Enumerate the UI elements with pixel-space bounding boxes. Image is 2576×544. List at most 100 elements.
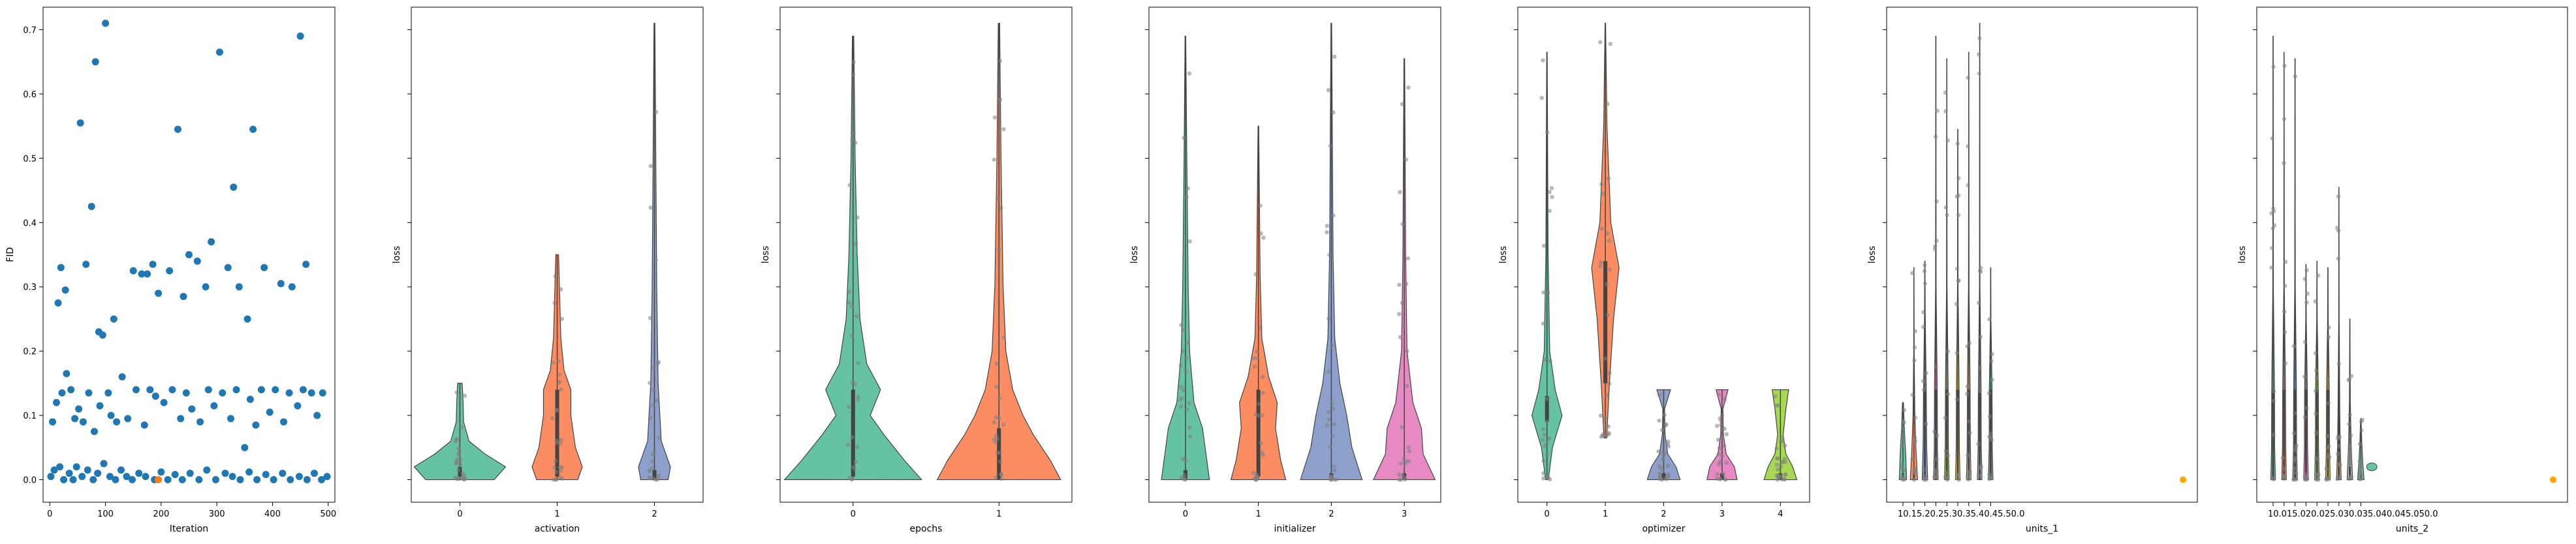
strip-point-3-5 (1719, 423, 1723, 427)
strip-point-3-25 (1720, 454, 1724, 458)
strip-point-6-2 (2335, 225, 2340, 231)
strip-point-0-18 (851, 72, 856, 77)
scatter-point-s0-74 (299, 386, 307, 394)
strip-point-0-20 (1185, 340, 1189, 345)
strip-point-0-22 (855, 445, 860, 449)
strip-point-2-18 (1663, 423, 1668, 428)
strip-point-2-4 (2294, 443, 2299, 448)
scatter-point-s0-103 (195, 476, 203, 484)
strip-point-2-10 (2293, 74, 2297, 79)
strip-point-8-11 (1990, 377, 1994, 382)
strip-point-3-8 (2303, 472, 2308, 477)
strip-point-3-19 (1714, 476, 1720, 481)
strip-point-3-16 (1400, 102, 1405, 106)
strip-point-4-3 (1776, 467, 1780, 472)
strip-point-1-6 (994, 415, 999, 420)
scatter-point-s0-94 (128, 476, 136, 484)
strip-point-2-20 (1666, 472, 1671, 477)
strip-point-3-9 (1397, 477, 1402, 482)
strip-point-2-5 (1921, 387, 1926, 392)
strip-point-2-7 (650, 459, 655, 464)
scatter-point-s0-116 (303, 476, 311, 484)
scatter-point-s0-66 (246, 395, 254, 403)
strip-point-6-2 (1965, 384, 1970, 389)
strip-point-3-27 (1720, 427, 1724, 432)
strip-point-3-10 (1934, 471, 1938, 475)
strip-point-2-5 (2292, 466, 2297, 471)
strip-point-0-9 (2271, 432, 2276, 438)
strip-point-2-3 (1331, 464, 1336, 469)
scatter-point-s0-81 (60, 476, 68, 484)
strip-point-8-8 (1987, 391, 1992, 396)
strip-point-2-23 (1664, 475, 1669, 480)
scatter-point-s0-64 (232, 386, 240, 394)
scatter-point-s0-100 (171, 471, 179, 479)
axes-frame (2256, 7, 2568, 503)
strip-point-0-10 (1900, 464, 1904, 468)
strip-point-2-5 (1325, 230, 1329, 234)
strip-point-2-15 (657, 436, 661, 440)
scatter-point-s0-13 (144, 270, 151, 278)
strip-point-5-11 (2327, 444, 2331, 449)
scatter-point-s0-15 (155, 289, 163, 297)
strip-point-1-9 (559, 317, 565, 321)
strip-point-0-1 (1543, 443, 1547, 448)
strip-point-4-13 (1946, 392, 1951, 396)
scatter-point-s0-56 (177, 415, 185, 423)
strip-point-4-27 (1780, 477, 1784, 482)
scatter-point-s0-30 (277, 280, 285, 287)
scatter-point-s0-68 (257, 386, 265, 394)
strip-point-2-26 (1334, 477, 1339, 482)
x-tick-label: 0 (457, 509, 462, 519)
scatter-point-s0-42 (85, 389, 93, 397)
scatter-point-s1-0 (155, 476, 163, 484)
strip-point-0-10 (850, 380, 855, 385)
strip-point-3-0 (1934, 457, 1939, 462)
strip-point-0-9 (1179, 404, 1184, 409)
strip-point-1-5 (554, 438, 559, 443)
strip-point-0-15 (847, 289, 852, 294)
scatter-point-s0-98 (157, 468, 165, 476)
strip-point-1-23 (1607, 430, 1611, 436)
strip-point-3-6 (1397, 312, 1402, 317)
strip-point-6-8 (1966, 453, 1970, 458)
strip-point-3-12 (1934, 135, 1938, 139)
strip-point-4-11 (2314, 376, 2319, 381)
strip-point-6-4 (2336, 361, 2341, 366)
strip-point-1-0 (1603, 416, 1607, 421)
strip-point-7-3 (1977, 366, 1982, 370)
strip-point-1-17 (994, 475, 998, 480)
strip-point-2-1 (1326, 410, 1331, 415)
strip-point-8-10 (2358, 472, 2363, 476)
strip-point-4-11 (1945, 213, 1949, 217)
strip-point-3-3 (1716, 438, 1721, 442)
strip-point-2-12 (651, 387, 656, 392)
x-tick-label: 2 (1328, 509, 1334, 519)
x-axis-label: units_1 (2026, 524, 2058, 534)
strip-point-1-27 (995, 436, 999, 441)
x-tick-label: 4 (1778, 509, 1783, 519)
scatter-point-s0-22 (208, 238, 215, 246)
strip-point-0-25 (1545, 419, 1549, 424)
scatter-point-s0-60 (204, 386, 212, 394)
x-axis-label: activation (535, 524, 580, 534)
strip-point-1-23 (999, 206, 1003, 210)
strip-point-1-5 (1605, 393, 1609, 398)
strip-point-3-13 (2302, 340, 2308, 344)
strip-point-1-8 (1913, 439, 1918, 443)
chart-panel-2: 0 1 2 activation loss (392, 7, 704, 534)
strip-point-0-20 (456, 468, 461, 472)
strip-point-0-11 (462, 393, 467, 398)
scatter-point-s0-16 (166, 267, 174, 275)
x-tick-label: 200 (153, 509, 169, 519)
strip-point-3-11 (2304, 300, 2309, 305)
strip-point-1-7 (551, 360, 556, 365)
strip-point-0-23 (1546, 475, 1550, 481)
strip-point-0-25 (850, 435, 855, 440)
axes-frame (411, 7, 704, 503)
strip-point-3-0 (2304, 406, 2309, 411)
strip-point-1-17 (1599, 182, 1604, 187)
strip-point-3-17 (1404, 157, 1408, 162)
strip-point-2-6 (1327, 417, 1332, 422)
strip-point-0-14 (1184, 195, 1189, 200)
